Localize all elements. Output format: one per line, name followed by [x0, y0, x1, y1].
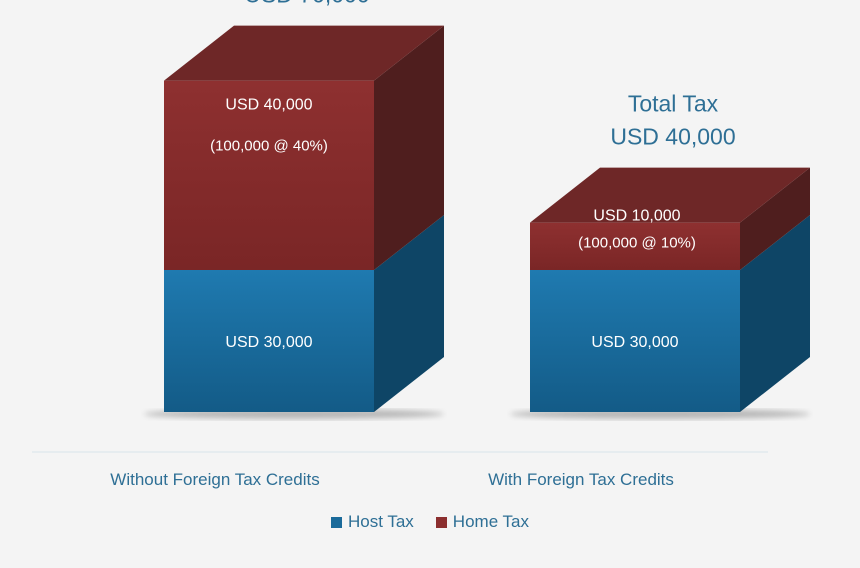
total-title: Total Tax	[628, 91, 719, 117]
bar-side-host-tax	[740, 215, 810, 412]
category-label-without-ftc: Without Foreign Tax Credits	[110, 470, 320, 489]
legend-item-host-tax: Host Tax	[330, 512, 414, 532]
legend-label-home-tax: Home Tax	[452, 512, 530, 531]
bar-side-host-tax	[374, 215, 444, 412]
data-sublabel-home-tax: (100,000 @ 40%)	[210, 138, 328, 155]
data-label-host-tax: USD 30,000	[591, 334, 678, 351]
bar-home-tax	[530, 222, 740, 270]
bar-side-home-tax	[740, 167, 810, 270]
bar-top-face	[164, 25, 444, 81]
total-value: USD 40,000	[610, 124, 735, 150]
home-tax-swatch	[435, 516, 447, 528]
bar-side-home-tax	[374, 25, 444, 270]
data-sublabel-home-tax: (100,000 @ 10%)	[578, 235, 696, 252]
bar-host-tax	[164, 270, 374, 412]
total-value: USD 70,000	[244, 0, 369, 8]
legend: Host Tax Home Tax	[0, 512, 860, 532]
data-label-home-tax: USD 40,000	[225, 97, 312, 114]
bar-home-tax	[164, 80, 374, 271]
legend-label-host-tax: Host Tax	[347, 512, 414, 531]
data-label-home-tax: USD 10,000	[593, 208, 680, 225]
bar-host-tax	[530, 270, 740, 412]
legend-item-home-tax: Home Tax	[435, 512, 530, 532]
category-label-with-ftc: With Foreign Tax Credits	[488, 470, 674, 489]
bar-top-face	[530, 167, 810, 223]
host-tax-swatch	[330, 516, 342, 528]
data-label-host-tax: USD 30,000	[225, 334, 312, 351]
